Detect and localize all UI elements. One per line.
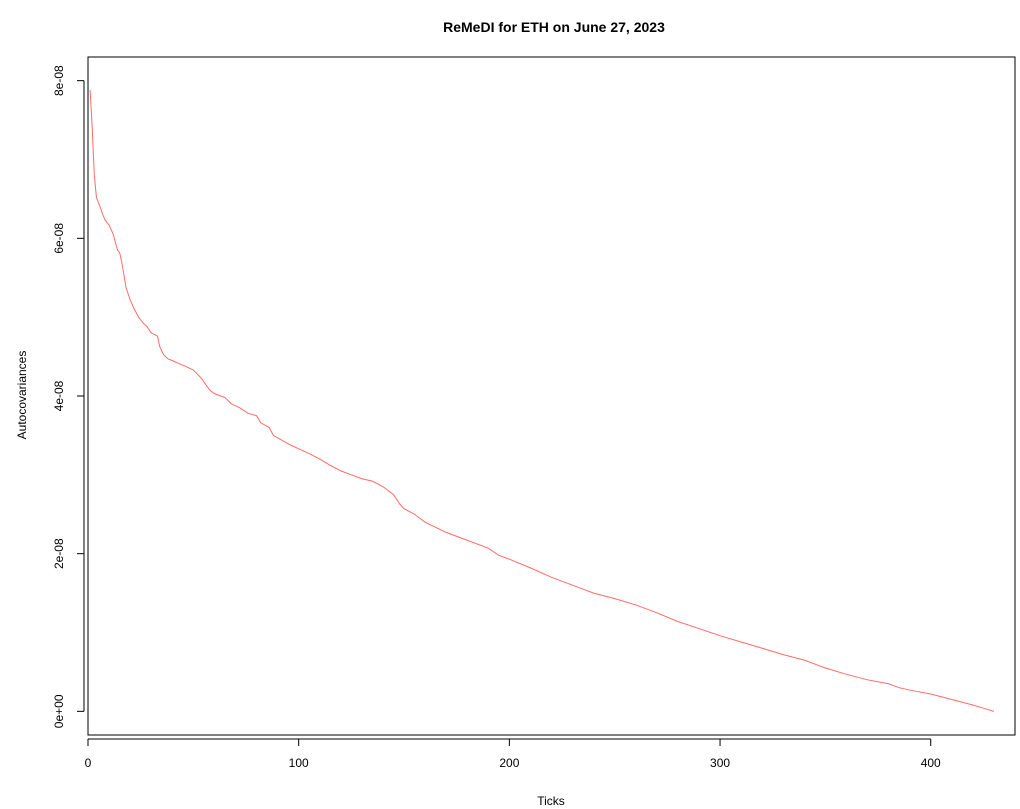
y-axis: 0e+00 2e-08 4e-08 6e-08 8e-08 — [52, 65, 85, 728]
x-tick-label: 300 — [710, 756, 730, 770]
chart-title: ReMeDI for ETH on June 27, 2023 — [443, 19, 665, 35]
x-tick-label: 100 — [289, 756, 309, 770]
y-axis-label: Autocovariances — [15, 351, 29, 440]
y-tick-label: 6e-08 — [52, 223, 66, 254]
y-tick-label: 0e+00 — [52, 694, 66, 728]
x-axis: 0 100 200 300 400 — [85, 738, 941, 770]
x-tick-label: 400 — [921, 756, 941, 770]
series-layer — [89, 90, 995, 712]
series-line-0 — [89, 90, 995, 712]
x-tick-label: 200 — [499, 756, 519, 770]
y-tick-label: 4e-08 — [52, 380, 66, 411]
plot-area-frame — [87, 56, 1016, 736]
y-tick-label: 2e-08 — [52, 538, 66, 569]
x-axis-label: Ticks — [537, 794, 565, 808]
x-tick-label: 0 — [85, 756, 92, 770]
y-tick-label: 8e-08 — [52, 65, 66, 96]
